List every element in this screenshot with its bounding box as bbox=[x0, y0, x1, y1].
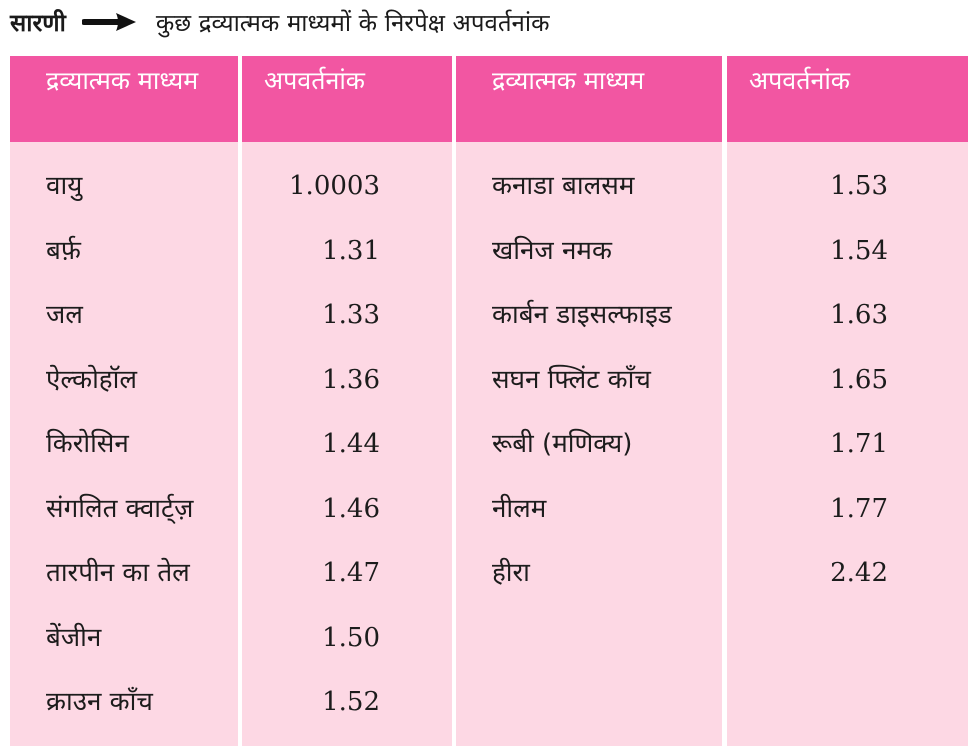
table-cell-index: 1.0003 bbox=[289, 171, 380, 201]
table-cell-index: 1.50 bbox=[322, 622, 380, 653]
caption-label: सारणी bbox=[10, 8, 66, 37]
right-arrow-icon bbox=[81, 11, 138, 33]
header-medium-left: द्रव्यात्मक माध्यम bbox=[10, 56, 238, 142]
table-cell-index: 1.65 bbox=[830, 364, 888, 395]
column-index-left: अपवर्तनांक 1.0003 1.31 1.33 1.36 1.44 1.… bbox=[242, 56, 452, 746]
table-cell-medium: ऐल्कोहॉल bbox=[46, 364, 137, 395]
header-index-right: अपवर्तनांक bbox=[727, 56, 968, 142]
caption-title: कुछ द्रव्यात्मक माध्यमों के निरपेक्ष अपव… bbox=[155, 8, 550, 37]
table-cell-medium: तारपीन का तेल bbox=[46, 558, 190, 588]
header-medium-right: द्रव्यात्मक माध्यम bbox=[456, 56, 722, 142]
column-medium-right: द्रव्यात्मक माध्यम कनाडा बालसम खनिज नमक … bbox=[456, 56, 722, 746]
table-caption: सारणी कुछ द्रव्यात्मक माध्यमों के निरपेक… bbox=[10, 2, 550, 42]
table-cell-medium: बेंजीन bbox=[46, 622, 102, 653]
table-cell-medium: रूबी (मणिक्य) bbox=[492, 429, 633, 459]
table-cell-index: 2.42 bbox=[830, 558, 888, 588]
header-index-left: अपवर्तनांक bbox=[242, 56, 452, 142]
column-index-right: अपवर्तनांक 1.53 1.54 1.63 1.65 1.71 1.77… bbox=[727, 56, 968, 746]
table-cell-medium: संगलित क्वार्ट्ज़ bbox=[46, 493, 194, 524]
table-cell-medium: कार्बन डाइसल्फाइड bbox=[492, 300, 672, 330]
table-cell-medium: बर्फ़ bbox=[46, 235, 81, 266]
table-cell-index: 1.53 bbox=[830, 171, 888, 201]
table-cell-medium: कनाडा बालसम bbox=[492, 171, 635, 201]
table-cell-medium: किरोसिन bbox=[46, 429, 129, 459]
table-cell-index: 1.46 bbox=[322, 493, 380, 524]
table-cell-medium: नीलम bbox=[492, 493, 547, 524]
column-medium-left: द्रव्यात्मक माध्यम वायु बर्फ़ जल ऐल्कोहॉ… bbox=[10, 56, 238, 746]
table-cell-index: 1.71 bbox=[830, 429, 888, 459]
table-cell-index: 1.36 bbox=[322, 364, 380, 395]
table-cell-index: 1.52 bbox=[322, 687, 380, 717]
table-cell-medium: जल bbox=[46, 300, 83, 330]
table-cell-index: 1.54 bbox=[830, 235, 888, 266]
table-cell-medium: खनिज नमक bbox=[492, 235, 612, 266]
table-cell-index: 1.31 bbox=[322, 235, 380, 266]
table-cell-medium: हीरा bbox=[492, 558, 530, 588]
table-cell-medium: सघन फ्लिंट काँच bbox=[492, 364, 651, 395]
table-cell-index: 1.44 bbox=[322, 429, 380, 459]
table-cell-index: 1.77 bbox=[830, 493, 888, 524]
table-cell-medium: वायु bbox=[46, 171, 83, 201]
table-cell-index: 1.63 bbox=[830, 300, 888, 330]
table-cell-index: 1.33 bbox=[322, 300, 380, 330]
refractive-index-table: द्रव्यात्मक माध्यम वायु बर्फ़ जल ऐल्कोहॉ… bbox=[10, 56, 968, 746]
table-cell-medium: क्राउन काँच bbox=[46, 687, 153, 717]
table-cell-index: 1.47 bbox=[322, 558, 380, 588]
